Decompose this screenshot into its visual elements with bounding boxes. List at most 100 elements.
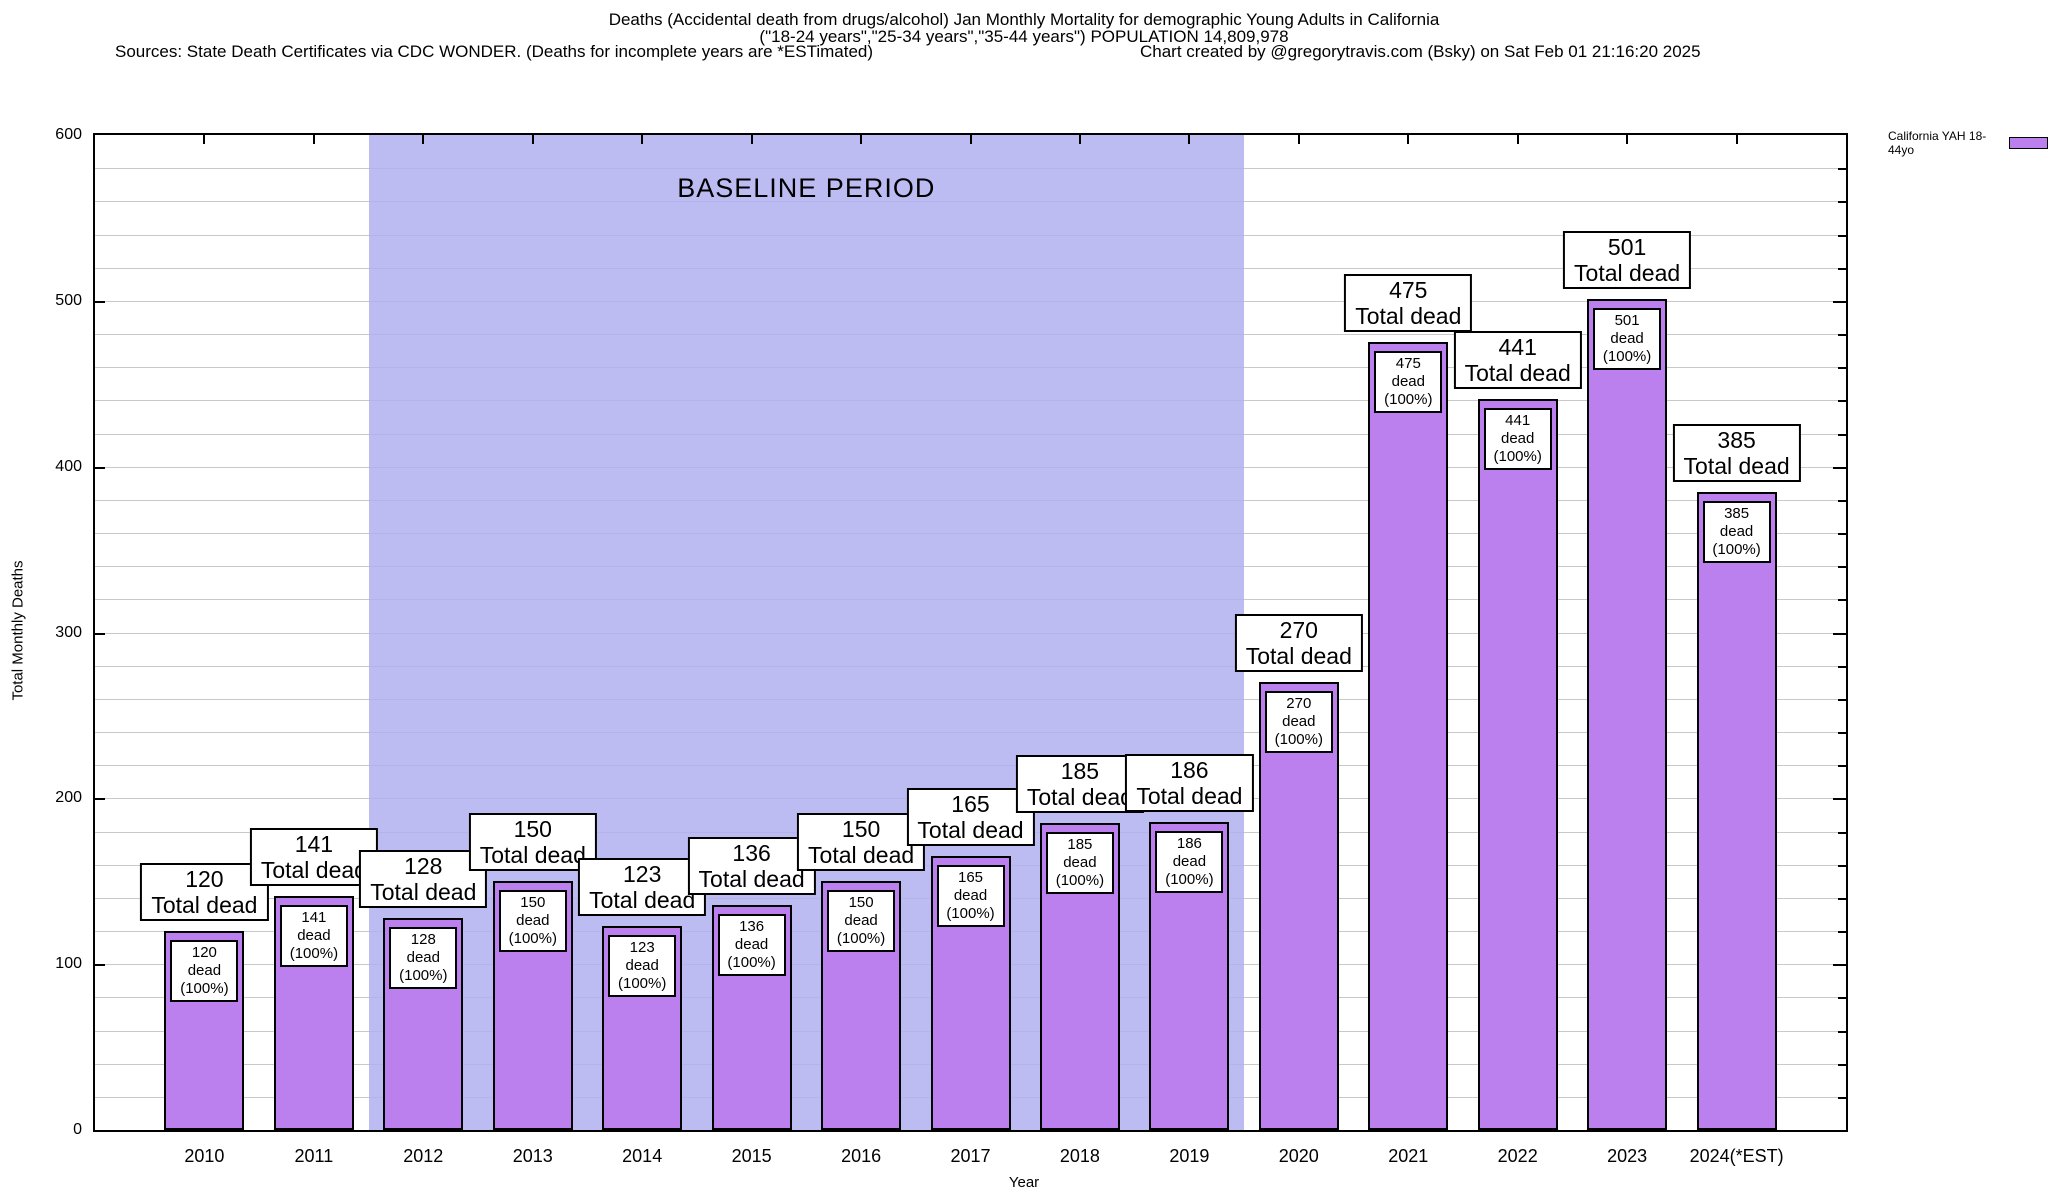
bar-total-value: 385 (1717, 426, 1756, 453)
bar-total-value: 120 (185, 866, 224, 892)
bar-inner-label: 141 dead (100%) (279, 905, 348, 968)
bar-inner-caption: dead (100%) (1602, 330, 1652, 366)
y-axis-tick-right (1838, 1096, 1846, 1099)
bar-total-caption: Total dead (917, 817, 1024, 844)
y-axis-tick-right (1838, 599, 1846, 602)
x-axis-tick (1078, 135, 1081, 144)
chart-sources-note: Sources: State Death Certificates via CD… (115, 42, 874, 61)
y-axis-tick-right (1838, 997, 1846, 1000)
bar: 501 dead (100%) (1587, 299, 1668, 1130)
x-axis-tick (1407, 135, 1410, 144)
bar-total-label: 141 Total dead (249, 828, 378, 887)
x-tick-label: 2017 (950, 1146, 991, 1166)
y-axis-tick-right (1838, 334, 1846, 336)
bar-inner-value: 150 (520, 894, 546, 912)
y-axis-tick-right (1838, 168, 1846, 171)
bar-inner-label: 123 dead (100%) (608, 935, 677, 997)
bar-inner-caption: dead (100%) (1712, 522, 1761, 558)
y-axis-tick-left (95, 466, 105, 469)
bar-total-value: 186 (1170, 756, 1209, 783)
bar-total-value: 141 (294, 831, 334, 858)
bar-total-value: 185 (1060, 758, 1100, 785)
bar-total-label: 385 Total dead (1672, 423, 1801, 482)
chart-title: Deaths (Accidental death from drugs/alco… (608, 10, 1440, 29)
bar-inner-value: 136 (739, 917, 765, 935)
y-tick-label: 400 (55, 457, 82, 475)
y-axis-tick-left (95, 964, 105, 967)
legend-label: California YAH 18-44yo (1888, 129, 1987, 157)
bar-total-value: 136 (732, 839, 771, 866)
bar-total-value: 501 (1607, 234, 1647, 261)
x-axis-tick (969, 135, 972, 144)
bar-inner-caption: dead (100%) (1274, 713, 1323, 749)
y-axis-tick-right (1838, 267, 1846, 270)
bar-inner-value: 123 (629, 939, 655, 956)
y-axis-tick-right (1838, 665, 1846, 668)
bar: 186 dead (100%) (1149, 821, 1230, 1130)
bar: 165 dead (100%) (930, 856, 1011, 1130)
bar-inner-value: 501 (1614, 312, 1640, 330)
bar: 441 dead (100%) (1477, 398, 1558, 1130)
bar-inner-caption: dead (100%) (1165, 852, 1214, 888)
bar-total-value: 128 (404, 852, 443, 879)
bar-inner-label: 385 dead (100%) (1702, 500, 1771, 563)
x-axis-tick (860, 135, 863, 144)
y-tick-label: 0 (73, 1121, 82, 1138)
bar: 123 dead (100%) (602, 926, 683, 1130)
bar: 128 dead (100%) (383, 917, 464, 1130)
bar-inner-label: 136 dead (100%) (717, 913, 786, 976)
y-tick-label: 100 (55, 955, 82, 973)
y-axis-tick-right (1838, 400, 1846, 403)
y-axis-tick-right (1838, 367, 1846, 370)
bar: 136 dead (100%) (711, 904, 792, 1130)
x-tick-label: 2013 (512, 1146, 553, 1166)
x-axis-tick (750, 135, 753, 144)
bar: 475 dead (100%) (1368, 342, 1449, 1130)
y-axis-tick-right (1838, 864, 1846, 867)
y-axis-tick-right (1833, 632, 1846, 635)
bar-total-value: 123 (622, 861, 662, 887)
y-axis-tick-right (1838, 732, 1846, 734)
bar-total-label: 475 Total dead (1344, 274, 1473, 333)
bar-inner-caption: dead (100%) (1493, 429, 1542, 465)
bar: 120 dead (100%) (164, 931, 245, 1130)
bar: 270 dead (100%) (1258, 682, 1339, 1130)
bar-inner-value: 270 (1286, 695, 1312, 713)
bar-inner-value: 385 (1724, 504, 1750, 522)
bar-total-label: 123 Total dead (578, 858, 707, 916)
bar: 150 dead (100%) (821, 881, 902, 1130)
bar-inner-value: 150 (848, 894, 874, 912)
x-axis-tick (1297, 135, 1300, 144)
x-tick-label: 2022 (1497, 1146, 1538, 1166)
bar-inner-caption: dead (100%) (508, 912, 557, 948)
x-tick-label: 2018 (1059, 1146, 1100, 1166)
chart-credit-note: Chart created by @gregorytravis.com (Bsk… (1140, 42, 1701, 61)
y-axis-tick-right (1838, 931, 1846, 933)
bar-inner-value: 165 (957, 869, 984, 887)
bar-inner-caption: dead (100%) (618, 957, 667, 992)
y-tick-label: 600 (55, 126, 82, 143)
x-axis-tick (1516, 135, 1519, 144)
bar-total-value: 150 (513, 816, 552, 843)
bar-total-caption: Total dead (1355, 303, 1462, 330)
bar-inner-label: 270 dead (100%) (1264, 691, 1333, 754)
x-tick-label: 2011 (294, 1146, 334, 1166)
bar-total-caption: Total dead (479, 842, 586, 869)
bar-inner-label: 441 dead (100%) (1483, 407, 1552, 470)
bar-total-label: 441 Total dead (1453, 330, 1582, 389)
y-axis-tick-right (1838, 831, 1846, 834)
x-axis-tick (531, 135, 534, 144)
y-axis-tick-right (1838, 566, 1846, 569)
bar-total-label: 120 Total dead (140, 863, 269, 921)
legend-swatch (2009, 137, 2048, 149)
bar-inner-caption: dead (100%) (836, 912, 886, 948)
y-tick-label: 500 (55, 291, 82, 309)
y-axis-tick-left (95, 632, 105, 635)
y-axis-tick-right (1838, 499, 1846, 502)
bar-total-value: 150 (841, 816, 881, 843)
bar-inner-value: 128 (410, 930, 436, 948)
y-axis-tick-right (1838, 433, 1846, 436)
bar-total-label: 128 Total dead (359, 849, 488, 908)
bar-inner-caption: dead (100%) (1384, 373, 1433, 409)
bar-inner-value: 185 (1067, 836, 1093, 854)
